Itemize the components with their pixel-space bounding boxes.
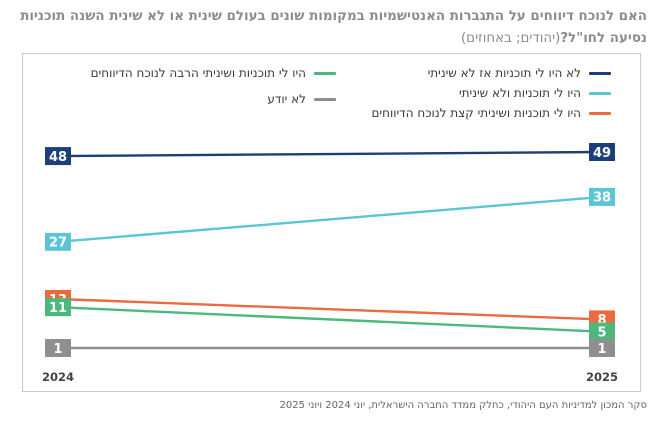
data-label-0-0: 48	[45, 147, 71, 166]
data-label-3-0: 11	[45, 298, 71, 317]
legend-item-plans-not-changed: היו לי תוכניות ולא שיניתי	[459, 86, 611, 100]
legend-label-no-plans: לא היו לי תוכניות אז לא שיניתי	[427, 66, 581, 80]
legend-swatch-changed-much	[314, 71, 336, 75]
series-line-3	[57, 305, 603, 333]
series-line-2	[57, 297, 603, 321]
data-label-4-0: 1	[45, 339, 71, 357]
data-label-bg-4-1	[589, 339, 615, 357]
legend-label-changed-much: היו לי תוכניות ושיניתי הרבה לנוכח הדיווח…	[90, 66, 306, 80]
legend-swatch-plans-not-changed	[589, 91, 611, 95]
data-label-bg-1-1	[589, 187, 615, 206]
x-tick-label-2025: 2025	[586, 370, 618, 384]
data-label-0-1: 49	[589, 143, 615, 161]
data-label-text-0-1: 49	[593, 146, 611, 161]
source-note: סקר המכון למדיניות העם היהודי, כחלק ממדד…	[279, 400, 647, 411]
x-tick-label-2024: 2024	[42, 370, 74, 384]
series-lines	[57, 150, 603, 350]
series-line-1	[57, 195, 603, 244]
data-label-bg-3-0	[45, 298, 71, 317]
data-label-text-3-1: 5	[597, 325, 606, 340]
data-labels: 4849273813811511	[45, 143, 615, 357]
legend-label-plans-not-changed: היו לי תוכניות ולא שיניתי	[458, 86, 581, 100]
chart-title-main: האם לנוכח דיווחים על התגברות האנטישמיות …	[20, 9, 647, 46]
legend-item-dont-know: לא יודע	[267, 92, 336, 106]
legend-item-changed-much: היו לי תוכניות ושיניתי הרבה לנוכח הדיווח…	[91, 66, 336, 80]
chart-title-unit: (יהודים; באחוזים)	[460, 31, 561, 46]
x-axis: 2024 2025	[42, 370, 618, 384]
legend-label-dont-know: לא יודע	[267, 92, 306, 106]
data-label-bg-3-1	[589, 322, 615, 341]
data-label-bg-1-0	[45, 232, 71, 251]
chart-title: האם לנוכח דיווחים על התגברות האנטישמיות …	[7, 6, 647, 50]
data-label-bg-4-0	[45, 339, 71, 357]
legend-swatch-dont-know	[314, 97, 336, 101]
data-label-text-4-0: 1	[53, 342, 62, 357]
data-label-1-1: 38	[589, 187, 615, 206]
data-label-bg-0-0	[45, 147, 71, 166]
legend-item-changed-little: היו לי תוכניות ושיניתי קצת לנוכח הדיווחי…	[371, 106, 611, 120]
data-label-text-3-0: 11	[49, 301, 67, 316]
chart-frame	[22, 53, 641, 392]
data-label-text-1-1: 38	[593, 191, 611, 206]
data-label-text-0-0: 48	[49, 150, 67, 165]
legend-item-no-plans: לא היו לי תוכניות אז לא שיניתי	[428, 66, 611, 80]
data-label-4-1: 1	[589, 339, 615, 357]
data-label-1-0: 27	[45, 232, 71, 251]
data-label-text-1-0: 27	[49, 236, 67, 251]
data-label-text-4-1: 1	[597, 342, 606, 357]
data-label-text-2-1: 8	[597, 313, 606, 328]
data-label-bg-0-1	[589, 143, 615, 161]
legend-swatch-changed-little	[589, 111, 611, 115]
legend-label-changed-little: היו לי תוכניות ושיניתי קצת לנוכח הדיווחי…	[371, 106, 581, 120]
legend-swatch-no-plans	[589, 71, 611, 75]
series-line-0	[57, 150, 603, 158]
data-label-3-1: 5	[589, 322, 615, 341]
